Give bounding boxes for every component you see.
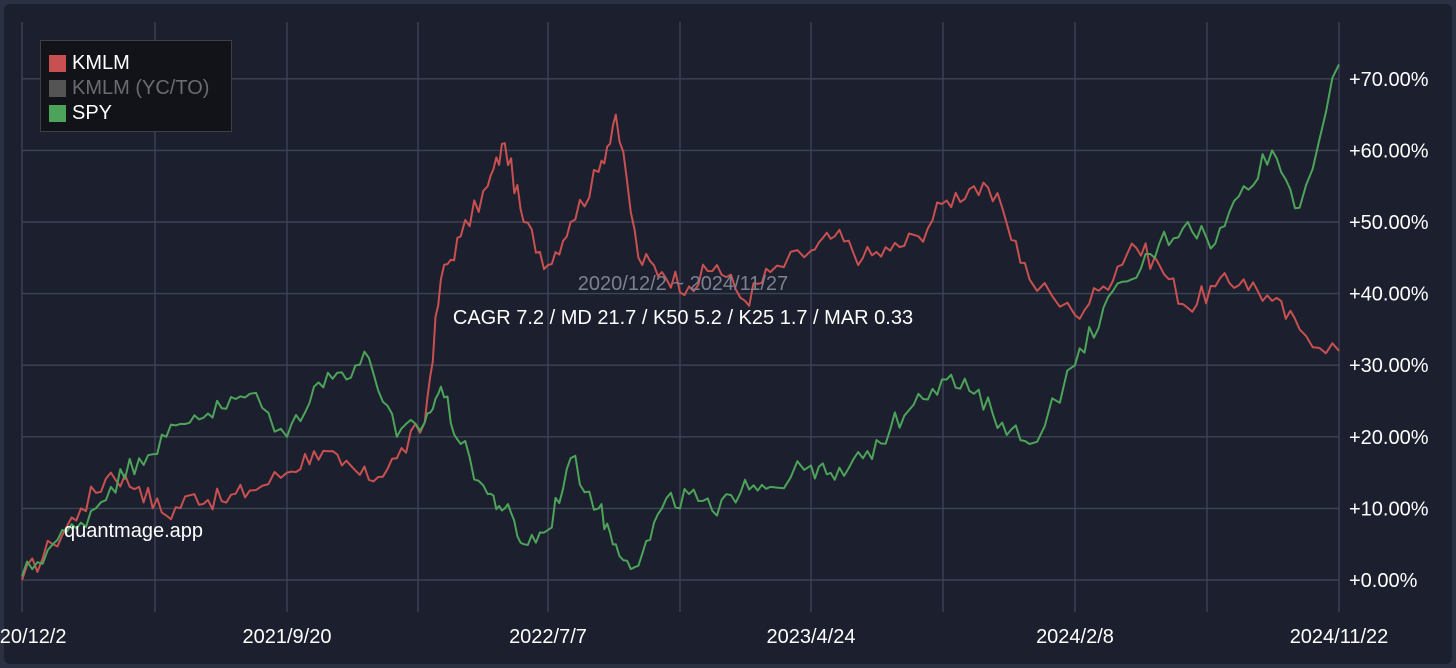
y-tick-label: +10.00% bbox=[1349, 498, 1429, 520]
y-tick-label: +70.00% bbox=[1349, 69, 1429, 91]
x-axis: 2020/12/2 2021/9/20 2022/7/7 2023/4/24 2024/… bbox=[0, 626, 1388, 648]
y-tick-label: +50.00% bbox=[1349, 212, 1429, 234]
legend-swatch-kmlm-yc-to bbox=[49, 79, 66, 97]
legend-label-kmlm-yc-to: KMLM (YC/TO) bbox=[72, 76, 210, 99]
legend-item-spy[interactable]: SPY bbox=[49, 101, 112, 125]
series-line-spy bbox=[21, 64, 1340, 577]
y-tick-label: +60.00% bbox=[1349, 140, 1429, 162]
date-range-label: 2020/12/2 ~ 2024/11/27 bbox=[577, 273, 789, 295]
y-tick-label: +40.00% bbox=[1349, 284, 1429, 306]
x-tick-label: 2020/12/2 bbox=[0, 626, 66, 648]
series-line-kmlm bbox=[21, 113, 1340, 581]
stats-label: CAGR 7.2 / MD 21.7 / K50 5.2 / K25 1.7 /… bbox=[452, 307, 914, 329]
legend-item-kmlm-yc-to[interactable]: KMLM (YC/TO) bbox=[49, 76, 209, 100]
x-tick-label: 2024/2/8 bbox=[1036, 626, 1114, 648]
x-tick-label: 2024/11/22 bbox=[1290, 626, 1389, 648]
legend: KMLM KMLM (YC/TO) SPY bbox=[40, 40, 232, 132]
legend-item-kmlm[interactable]: KMLM bbox=[49, 51, 130, 75]
watermark: quantmage.app bbox=[64, 520, 204, 542]
legend-label-kmlm: KMLM bbox=[72, 51, 130, 74]
chart-panel bbox=[4, 4, 1452, 664]
x-tick-label: 2022/7/7 bbox=[509, 626, 587, 648]
y-tick-label: +30.00% bbox=[1349, 355, 1429, 377]
y-axis: +0.00% +10.00% +20.00% +30.00% +40.00% +50.00… bbox=[1349, 69, 1429, 592]
grid bbox=[21, 22, 1340, 612]
y-tick-label: +20.00% bbox=[1349, 427, 1429, 449]
legend-swatch-spy bbox=[49, 104, 66, 122]
series-layer bbox=[21, 64, 1340, 581]
y-tick-label: +0.00% bbox=[1349, 570, 1418, 592]
x-tick-label: 2023/4/24 bbox=[767, 626, 856, 648]
x-tick-label: 2021/9/20 bbox=[243, 626, 332, 648]
legend-label-spy: SPY bbox=[72, 101, 113, 124]
legend-swatch-kmlm bbox=[49, 54, 66, 72]
